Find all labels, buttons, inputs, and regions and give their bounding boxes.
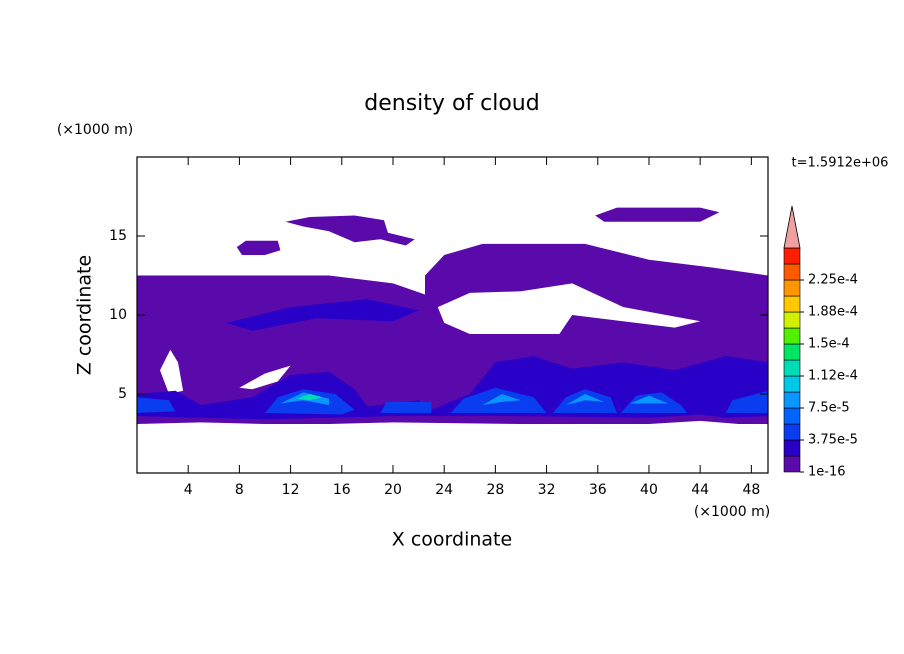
y-tick-label: 10: [109, 307, 127, 323]
colorbar-over: [783, 205, 801, 249]
colorbar-tick-label: 1.12e-4: [808, 369, 858, 384]
x-tick-label: 4: [184, 482, 193, 498]
x-tick-label: 48: [742, 482, 760, 498]
contour-field: [137, 207, 768, 424]
x-tick-label: 36: [589, 482, 607, 498]
colorbar-band: [783, 263, 801, 281]
colorbar-band: [783, 327, 801, 345]
colorbar-band: [783, 279, 801, 297]
colorbar-tick-label: 7.5e-5: [808, 401, 850, 416]
y-tick-label: 15: [109, 228, 127, 244]
y-axis-title: Z coordinate: [74, 255, 96, 375]
contour-region: [137, 387, 768, 415]
colorbar-band: [783, 311, 801, 329]
contour-region: [297, 394, 323, 401]
colorbar-band: [783, 439, 801, 457]
colorbar-band: [783, 343, 801, 361]
contour-region: [137, 299, 768, 420]
y-unit: (×1000 m): [57, 122, 133, 138]
colorbar-band: [783, 359, 801, 377]
colorbar-tick-label: 3.75e-5: [808, 433, 858, 448]
x-tick-label: 16: [333, 482, 351, 498]
colorbar-tick-label: 2.25e-4: [808, 273, 858, 288]
x-tick-label: 20: [384, 482, 402, 498]
colorbar-tick-label: 1e-16: [808, 465, 846, 480]
colorbar-tick-label: 1.5e-4: [808, 337, 850, 352]
colorbar-band: [783, 375, 801, 393]
x-axis-title: X coordinate: [392, 529, 512, 551]
x-tick-label: 44: [691, 482, 709, 498]
y-tick-label: 5: [118, 386, 127, 402]
colorbar-band: [783, 423, 801, 441]
colorbar-tick-label: 1.88e-4: [808, 305, 858, 320]
colorbar-band: [783, 247, 801, 265]
colorbar-band: [783, 295, 801, 313]
chart-title: density of cloud: [364, 91, 539, 116]
contour-region: [280, 392, 669, 406]
colorbar-band: [783, 455, 801, 473]
x-tick-label: 32: [538, 482, 556, 498]
x-unit: (×1000 m): [694, 504, 770, 520]
colorbar-band: [783, 407, 801, 425]
x-tick-label: 24: [435, 482, 453, 498]
x-tick-label: 12: [282, 482, 300, 498]
colorbar-band: [783, 391, 801, 409]
x-tick-label: 8: [235, 482, 244, 498]
time-label: t=1.5912e+06: [792, 156, 889, 171]
x-tick-label: 28: [486, 482, 504, 498]
x-tick-label: 40: [640, 482, 658, 498]
